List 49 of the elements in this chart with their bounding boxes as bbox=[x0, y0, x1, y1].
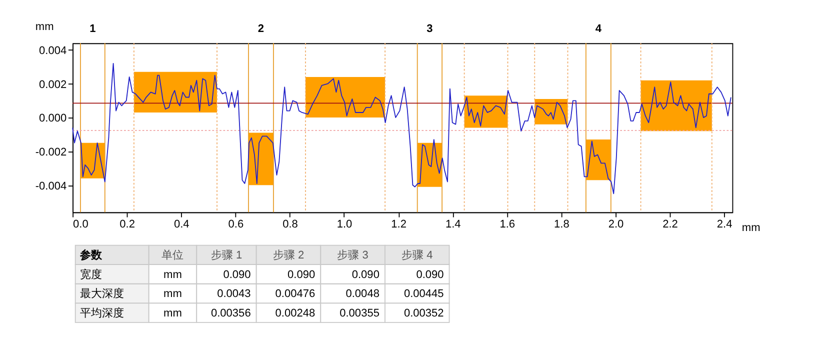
y-axis-title: mm bbox=[35, 20, 54, 33]
x-tick-label: 0.0 bbox=[73, 218, 88, 230]
x-tick-label: 1.8 bbox=[554, 218, 570, 230]
y-tick-label: -0.004 bbox=[35, 180, 67, 192]
text: 0.00248 bbox=[275, 308, 316, 320]
x-tick-label: 2.2 bbox=[662, 218, 678, 230]
text: 0.0048 bbox=[346, 288, 380, 300]
text: 0.00355 bbox=[340, 308, 380, 320]
text: 0.0043 bbox=[217, 288, 251, 300]
text: 0.00352 bbox=[404, 308, 444, 320]
text: 0.090 bbox=[416, 268, 444, 281]
text: 步骤 1 bbox=[210, 248, 242, 262]
x-tick-label: 2.4 bbox=[716, 218, 732, 230]
x-tick-label: 0.8 bbox=[282, 218, 298, 230]
x-tick-label: 1.6 bbox=[500, 218, 516, 230]
text: 步骤 2 bbox=[272, 248, 304, 262]
text: 4 bbox=[595, 23, 602, 36]
text: mm bbox=[164, 268, 182, 281]
text: 3 bbox=[426, 23, 433, 36]
text: 1 bbox=[90, 23, 96, 36]
text: 0.090 bbox=[288, 268, 316, 281]
y-tick-label: -0.002 bbox=[35, 146, 67, 158]
x-tick-label: 0.6 bbox=[228, 218, 244, 230]
y-tick-label: 0.002 bbox=[39, 78, 67, 91]
text: 单位 bbox=[162, 248, 184, 262]
x-axis-title: mm bbox=[742, 222, 760, 234]
text: 步骤 4 bbox=[402, 248, 433, 262]
text: 0.00445 bbox=[404, 288, 444, 300]
text: 步骤 3 bbox=[337, 248, 368, 262]
line-series bbox=[72, 62, 732, 194]
x-tick-label: 1.4 bbox=[445, 218, 461, 230]
text: 最大深度 bbox=[80, 287, 124, 300]
x-tick-label: 1.0 bbox=[336, 218, 352, 230]
text: mm bbox=[164, 288, 182, 300]
x-tick-label: 2.0 bbox=[608, 218, 624, 230]
y-tick-label: 0.000 bbox=[39, 112, 67, 125]
text: 宽度 bbox=[80, 268, 102, 281]
text: 2 bbox=[258, 23, 264, 36]
text: 平均深度 bbox=[80, 306, 124, 320]
text: mm bbox=[164, 308, 182, 320]
text: 0.090 bbox=[352, 268, 380, 281]
x-tick-label: 1.2 bbox=[391, 218, 406, 230]
text: 0.00476 bbox=[275, 288, 316, 300]
text: 0.00356 bbox=[210, 308, 251, 320]
y-tick-label: 0.004 bbox=[39, 45, 67, 58]
x-tick-label: 0.4 bbox=[174, 218, 190, 230]
text: 参数 bbox=[78, 248, 103, 262]
text: 0.090 bbox=[223, 268, 251, 281]
x-tick-label: 0.2 bbox=[120, 218, 135, 230]
